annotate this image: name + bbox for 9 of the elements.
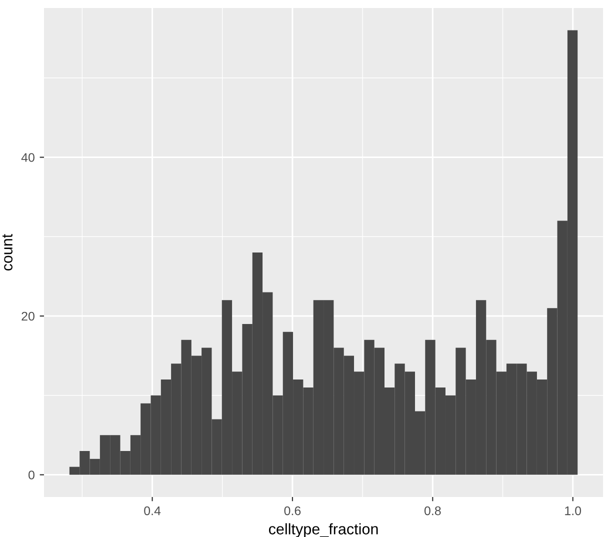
y-axis-title: count — [2, 234, 12, 271]
x-tick-label: 0.8 — [424, 506, 441, 516]
x-tick-label: 1.0 — [565, 506, 582, 516]
y-tick-label: 20 — [22, 312, 34, 321]
y-tick-label: 40 — [21, 153, 34, 162]
x-tick-label: 0.4 — [144, 506, 161, 516]
y-tick-label: 0 — [28, 470, 34, 480]
x-axis-title: celltype_fraction — [268, 523, 378, 537]
x-tick-label: 0.6 — [284, 506, 301, 516]
